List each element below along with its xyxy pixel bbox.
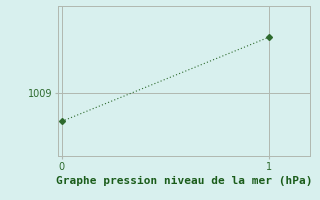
X-axis label: Graphe pression niveau de la mer (hPa): Graphe pression niveau de la mer (hPa) — [56, 176, 312, 186]
